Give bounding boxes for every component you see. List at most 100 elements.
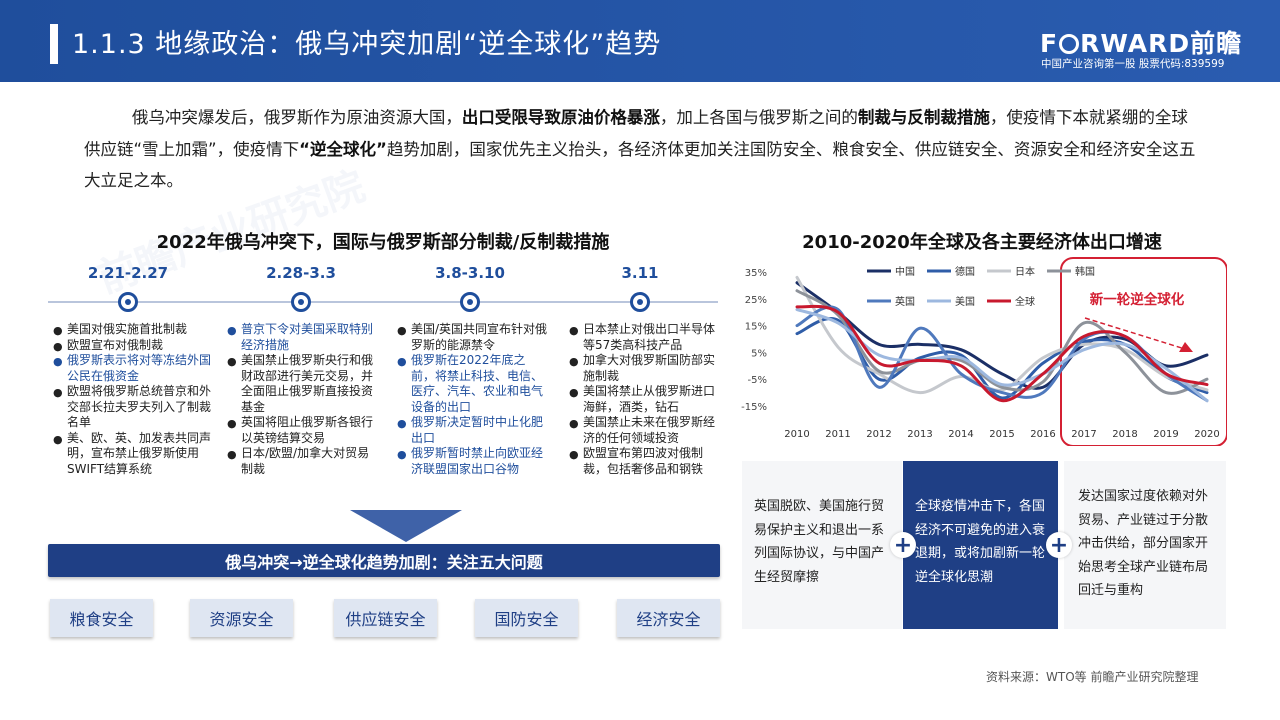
sanctions-section-title: 2022年俄乌冲突下，国际与俄罗斯部分制裁/反制裁措施 (156, 232, 610, 253)
x-tick-label: 2019 (1153, 429, 1178, 440)
measure-text: 俄罗斯表示将对等冻结外国公民在俄资金 (67, 353, 212, 383)
timeline-date: 3.8-3.10 (435, 264, 505, 282)
five-issues-banner: 俄乌冲突→逆全球化趋势加剧：关注五大问题 (48, 544, 720, 577)
measure-text: 日本禁止对俄出口半导体等57类高科技产品 (583, 322, 716, 352)
issue-tag-resource: 资源安全 (190, 599, 293, 637)
plus-icon: + (890, 532, 916, 558)
bullet-icon: ● (227, 448, 237, 461)
bullet-icon: ● (53, 386, 63, 399)
legend-label: 全球 (1015, 295, 1035, 308)
timeline-date: 2.21-2.27 (87, 264, 169, 282)
title-accent-bar (50, 24, 58, 64)
x-tick-label: 2020 (1194, 429, 1219, 440)
logo-text-left: F (1040, 29, 1059, 58)
issue-tag-supply-chain: 供应链安全 (334, 599, 437, 637)
logo-ring-icon (1059, 34, 1080, 54)
measure-text: 美国禁止俄罗斯央行和俄财政部进行美元交易，并全面阻止俄罗斯直接投资基金 (241, 353, 374, 414)
issue-tag-defense: 国防安全 (475, 599, 578, 637)
x-tick-label: 2017 (1071, 429, 1096, 440)
measure-text: 欧盟宣布对俄制裁 (67, 337, 164, 352)
timeline-column: ● 日本禁止对俄出口半导体等57类高科技产品 ● 加拿大对俄罗斯国防部实施制裁 ● 美国将… (568, 322, 718, 477)
measure-item: ● 英国将阻止俄罗斯各银行以英镑结算交易 (226, 415, 378, 446)
issue-tag-economy: 经济安全 (617, 599, 720, 637)
measure-text: 俄罗斯暂时禁止向欧亚经济联盟国家出口谷物 (411, 446, 544, 476)
timeline-node (118, 292, 138, 312)
measure-item: ● 美国/英国共同宣布针对俄罗斯的能源禁令 (396, 322, 548, 353)
measure-item: ● 美国对俄实施首批制裁 (52, 322, 212, 338)
timeline-node (460, 292, 480, 312)
y-tick-label: 25% (745, 295, 767, 306)
bullet-icon: ● (569, 386, 579, 399)
series-line-美国 (795, 308, 1209, 403)
logo-text-right: RWARD前瞻 (1080, 29, 1243, 58)
source-note: 资料来源：WTO等 前瞻产业研究院整理 (986, 670, 1199, 684)
intro-paragraph: 俄乌冲突爆发后，俄罗斯作为原油资源大国，出口受限导致原油价格暴涨，加上各国与俄罗… (84, 102, 1200, 197)
measure-text: 美、欧、英、加发表共同声明，宣布禁止俄罗斯使用SWIFT结算系统 (67, 430, 212, 476)
y-tick-label: 5% (751, 348, 767, 359)
bullet-icon: ● (397, 355, 407, 368)
legend-label: 日本 (1015, 265, 1035, 278)
intro-bold: 制裁与反制裁措施 (857, 108, 990, 127)
x-tick-label: 2015 (989, 429, 1014, 440)
legend-label: 韩国 (1075, 265, 1095, 278)
measure-item: ● 俄罗斯暂时禁止向欧亚经济联盟国家出口谷物 (396, 446, 548, 477)
measure-item: ● 欧盟将俄罗斯总统普京和外交部长拉夫罗夫列入了制裁名单 (52, 384, 212, 431)
measure-text: 欧盟将俄罗斯总统普京和外交部长拉夫罗夫列入了制裁名单 (67, 384, 212, 429)
series-line-全球 (795, 304, 1209, 403)
measure-item: ● 俄罗斯在2022年底之前，将禁止科技、电信、医疗、汽车、农业和电气设备的出口 (396, 353, 548, 415)
intro-bold: 出口受限导致原油价格暴涨 (461, 108, 660, 127)
measure-item: ● 日本/欧盟/加拿大对贸易制裁 (226, 446, 378, 477)
cause-box-trade-friction: 英国脱欧、美国施行贸易保护主义和退出一系列国际协议，与中国产生经贸摩擦 (742, 461, 902, 629)
brand-tagline: 中国产业咨询第一股 股票代码:839599 (1041, 58, 1225, 70)
measure-text: 日本/欧盟/加拿大对贸易制裁 (241, 446, 370, 476)
timeline-column: ● 美国对俄实施首批制裁 ● 欧盟宣布对俄制裁 ● 俄罗斯表示将对等冻结外国公民在俄资金 ●… (52, 322, 212, 477)
bullet-icon: ● (227, 355, 237, 368)
bullet-icon: ● (53, 355, 63, 368)
bullet-icon: ● (397, 417, 407, 430)
x-tick-label: 2016 (1030, 429, 1055, 440)
series-line-德国 (795, 317, 1209, 400)
bullet-icon: ● (569, 324, 579, 337)
measure-text: 普京下令对美国采取特别经济措施 (241, 322, 374, 352)
x-tick-label: 2010 (784, 429, 809, 440)
page-title: 1.1.3 地缘政治：俄乌冲突加剧“逆全球化”趋势 (72, 29, 662, 60)
measure-item: ● 加拿大对俄罗斯国防部实施制裁 (568, 353, 718, 384)
bullet-icon: ● (397, 324, 407, 337)
measure-text: 美国禁止未来在俄罗斯经济的任何领域投资 (583, 415, 716, 445)
y-tick-label: -15% (741, 402, 767, 413)
timeline-line (48, 301, 718, 303)
brand-logo: F RWARD前瞻 (1040, 24, 1242, 60)
measure-list: ● 美国/英国共同宣布针对俄罗斯的能源禁令 ● 俄罗斯在2022年底之前，将禁止科技、… (396, 322, 548, 477)
x-tick-label: 2014 (948, 429, 973, 440)
measure-item: ● 俄罗斯决定暂时中止化肥出口 (396, 415, 548, 446)
measure-text: 俄罗斯决定暂时中止化肥出口 (411, 415, 544, 445)
down-arrow-icon (350, 510, 462, 542)
bullet-icon: ● (569, 448, 579, 461)
measure-text: 美国将禁止从俄罗斯进口海鲜，酒类，钻石 (583, 384, 716, 414)
y-tick-label: 15% (745, 322, 767, 333)
intro-text: 趋势加剧，国家优先主义抬头，各经济体更加关注国防安全、粮食安全、供应链安全、资源… (84, 139, 1196, 191)
bullet-icon: ● (397, 448, 407, 461)
legend-label: 德国 (955, 265, 975, 278)
measure-text: 美国对俄实施首批制裁 (67, 322, 188, 336)
bullet-icon: ● (53, 432, 63, 446)
export-growth-line-chart: 35% 25% 15% 5% -5% -15% 2010 2011 2012 2013 2014 20… (741, 257, 1227, 446)
measure-item: ● 美、欧、英、加发表共同声明，宣布禁止俄罗斯使用SWIFT结算系统 (52, 431, 212, 478)
legend-label: 中国 (895, 265, 915, 278)
measure-item: ● 欧盟宣布第四波对俄制裁，包括奢侈品和钢铁 (568, 446, 718, 477)
bullet-icon: ● (569, 417, 579, 430)
x-tick-label: 2012 (866, 429, 891, 440)
chart-title: 2010-2020年全球及各主要经济体出口增速 (802, 232, 1162, 253)
trend-arrow-line (1084, 317, 1186, 350)
y-tick-label: -5% (748, 375, 767, 386)
x-tick-label: 2018 (1112, 429, 1137, 440)
bullet-icon: ● (53, 324, 63, 337)
intro-text: 俄乌冲突爆发后，俄罗斯作为原油资源大国， (131, 108, 462, 127)
timeline-node (291, 292, 311, 312)
measure-item: ● 普京下令对美国采取特别经济措施 (226, 322, 378, 353)
timeline-column: ● 美国/英国共同宣布针对俄罗斯的能源禁令 ● 俄罗斯在2022年底之前，将禁止科技、… (396, 322, 548, 477)
measure-item: ● 欧盟宣布对俄制裁 (52, 338, 212, 354)
measure-text: 美国/英国共同宣布针对俄罗斯的能源禁令 (411, 322, 548, 352)
measure-list: ● 美国对俄实施首批制裁 ● 欧盟宣布对俄制裁 ● 俄罗斯表示将对等冻结外国公民在俄资金 ●… (52, 322, 212, 477)
measure-list: ● 普京下令对美国采取特别经济措施 ● 美国禁止俄罗斯央行和俄财政部进行美元交易，并全… (226, 322, 378, 477)
